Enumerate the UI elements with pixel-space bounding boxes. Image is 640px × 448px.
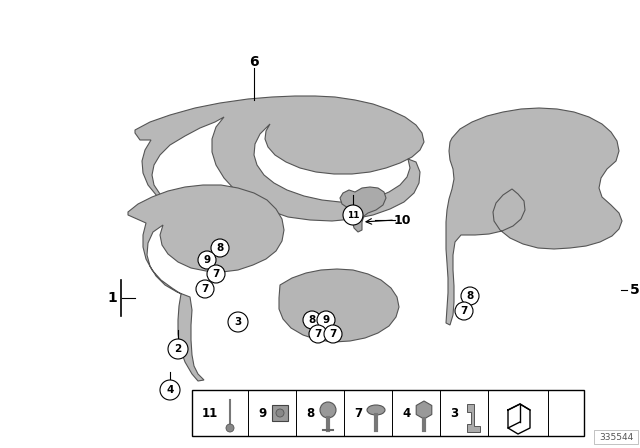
Text: 8: 8 — [216, 243, 223, 253]
Text: 10: 10 — [393, 214, 411, 227]
Circle shape — [461, 287, 479, 305]
Text: 8: 8 — [306, 406, 314, 419]
Circle shape — [276, 409, 284, 417]
Polygon shape — [279, 269, 399, 342]
Circle shape — [324, 325, 342, 343]
Circle shape — [343, 205, 363, 225]
Circle shape — [211, 239, 229, 257]
Circle shape — [317, 311, 335, 329]
Polygon shape — [340, 187, 386, 232]
Text: 3: 3 — [450, 406, 458, 419]
Text: 8: 8 — [467, 291, 474, 301]
Circle shape — [198, 251, 216, 269]
Bar — [192, 390, 584, 436]
Circle shape — [320, 402, 336, 418]
Text: 7: 7 — [354, 406, 362, 419]
Bar — [594, 430, 638, 444]
Circle shape — [207, 265, 225, 283]
Polygon shape — [446, 108, 622, 325]
Text: 7: 7 — [212, 269, 220, 279]
Text: 8: 8 — [308, 315, 316, 325]
Text: 11: 11 — [202, 406, 218, 419]
Circle shape — [228, 312, 248, 332]
Polygon shape — [135, 96, 424, 221]
Text: 9: 9 — [258, 406, 266, 419]
Circle shape — [303, 311, 321, 329]
Text: 9: 9 — [204, 255, 211, 265]
Circle shape — [309, 325, 327, 343]
Text: 7: 7 — [202, 284, 209, 294]
Text: 7: 7 — [314, 329, 322, 339]
Text: 4: 4 — [166, 385, 173, 395]
Text: 7: 7 — [460, 306, 468, 316]
Circle shape — [226, 424, 234, 432]
Text: 2: 2 — [174, 344, 182, 354]
Text: 335544: 335544 — [599, 432, 633, 441]
Circle shape — [160, 380, 180, 400]
Text: 6: 6 — [249, 55, 259, 69]
Text: 7: 7 — [330, 329, 337, 339]
Text: 1: 1 — [107, 291, 117, 305]
Polygon shape — [128, 185, 284, 381]
FancyBboxPatch shape — [272, 405, 288, 421]
Ellipse shape — [367, 405, 385, 415]
Text: 11: 11 — [347, 211, 359, 220]
Text: 4: 4 — [402, 406, 410, 419]
Circle shape — [455, 302, 473, 320]
Circle shape — [168, 339, 188, 359]
Polygon shape — [467, 404, 480, 432]
Circle shape — [196, 280, 214, 298]
Text: 5: 5 — [630, 283, 640, 297]
Text: 9: 9 — [323, 315, 330, 325]
Text: 3: 3 — [234, 317, 242, 327]
